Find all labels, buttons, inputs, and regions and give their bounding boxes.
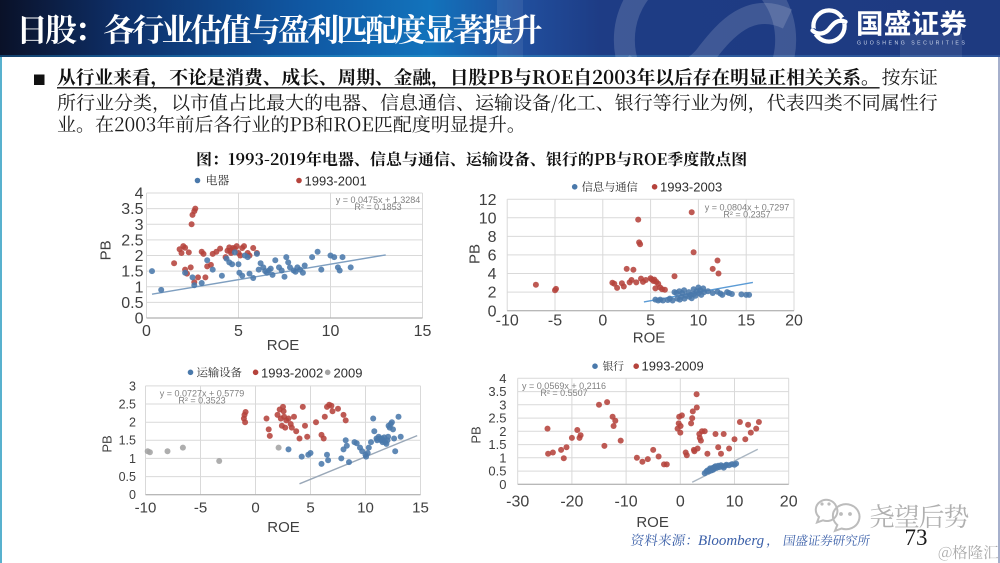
svg-text:5: 5 — [306, 500, 314, 517]
svg-text:10: 10 — [357, 500, 374, 517]
svg-text:R² = 0.2357: R² = 0.2357 — [723, 210, 770, 220]
svg-text:0: 0 — [129, 488, 136, 502]
svg-text:0: 0 — [499, 477, 506, 492]
svg-text:12: 12 — [479, 192, 497, 209]
svg-text:-20: -20 — [560, 494, 583, 511]
svg-text:2: 2 — [135, 248, 144, 265]
svg-text:20: 20 — [785, 313, 803, 330]
svg-text:-30: -30 — [506, 494, 529, 511]
svg-text:5: 5 — [234, 323, 243, 340]
svg-text:1993-2001: 1993-2001 — [305, 174, 367, 189]
svg-text:1993-2009: 1993-2009 — [642, 359, 704, 374]
svg-text:R² = 0.1853: R² = 0.1853 — [354, 202, 401, 212]
svg-text:1.5: 1.5 — [488, 437, 506, 452]
svg-text:0: 0 — [135, 311, 144, 328]
svg-text:3.5: 3.5 — [121, 201, 143, 218]
svg-text:15: 15 — [414, 323, 432, 340]
svg-text:3: 3 — [129, 379, 136, 393]
svg-text:3: 3 — [499, 397, 506, 412]
svg-text:-10: -10 — [135, 500, 157, 517]
svg-text:10: 10 — [690, 313, 708, 330]
svg-text:6: 6 — [488, 248, 497, 265]
svg-text:-10: -10 — [496, 313, 519, 330]
svg-text:0: 0 — [142, 323, 151, 340]
svg-text:y = 0.0727x + 0.5779: y = 0.0727x + 0.5779 — [160, 389, 245, 399]
svg-text:4: 4 — [488, 266, 497, 283]
svg-text:2: 2 — [129, 416, 136, 430]
svg-text:-10: -10 — [615, 494, 638, 511]
svg-text:GUOSHENG SECURITIES: GUOSHENG SECURITIES — [857, 41, 967, 47]
svg-text:4: 4 — [135, 186, 144, 203]
svg-text:ROE: ROE — [267, 337, 300, 354]
svg-text:PB: PB — [100, 435, 115, 452]
svg-text:0: 0 — [488, 303, 497, 320]
svg-text:0: 0 — [598, 313, 607, 330]
svg-text:R² = 0.5507: R² = 0.5507 — [540, 388, 587, 398]
svg-text:10: 10 — [726, 494, 744, 511]
svg-text:0: 0 — [676, 494, 685, 511]
svg-text:3: 3 — [135, 217, 144, 234]
svg-text:1.5: 1.5 — [119, 434, 136, 448]
svg-text:5: 5 — [646, 313, 655, 330]
svg-text:2: 2 — [499, 424, 506, 439]
svg-text:PB: PB — [469, 426, 484, 443]
svg-text:10: 10 — [479, 210, 497, 227]
svg-text:15: 15 — [412, 500, 429, 517]
svg-text:0.5: 0.5 — [119, 470, 136, 484]
svg-text:4: 4 — [499, 371, 506, 386]
svg-text:y = 0.0475x + 1.3284: y = 0.0475x + 1.3284 — [336, 195, 421, 205]
svg-text:2.5: 2.5 — [121, 233, 143, 250]
svg-text:PB: PB — [97, 240, 114, 260]
svg-text:15: 15 — [737, 313, 755, 330]
svg-text:0: 0 — [251, 500, 259, 517]
svg-text:1993-2002: 1993-2002 — [261, 366, 323, 381]
svg-text:1.5: 1.5 — [121, 264, 143, 281]
svg-text:-5: -5 — [194, 500, 207, 517]
svg-text:ROE: ROE — [267, 519, 300, 536]
svg-text:y = 0.0804x + 0.7297: y = 0.0804x + 0.7297 — [705, 203, 790, 213]
svg-text:1: 1 — [129, 452, 136, 466]
svg-text:ROE: ROE — [636, 514, 669, 531]
svg-text:PB: PB — [467, 244, 484, 264]
svg-text:10: 10 — [322, 323, 340, 340]
svg-text:2.5: 2.5 — [119, 397, 136, 411]
svg-text:ROE: ROE — [633, 330, 666, 347]
svg-text:2: 2 — [488, 285, 497, 302]
svg-text:1: 1 — [135, 279, 144, 296]
svg-text:3.5: 3.5 — [488, 384, 506, 399]
svg-text:1993-2003: 1993-2003 — [660, 180, 722, 195]
svg-text:R² = 0.3523: R² = 0.3523 — [178, 396, 225, 406]
svg-text:0.5: 0.5 — [121, 295, 143, 312]
svg-text:Bloomberg: Bloomberg — [698, 533, 765, 549]
svg-text:1: 1 — [499, 450, 506, 465]
svg-text:8: 8 — [488, 229, 497, 246]
svg-text:20: 20 — [780, 494, 798, 511]
svg-text:-5: -5 — [548, 313, 562, 330]
svg-text:2.5: 2.5 — [488, 411, 506, 426]
svg-text:73: 73 — [905, 525, 928, 550]
svg-text:0.5: 0.5 — [488, 464, 506, 479]
svg-text:2009: 2009 — [334, 366, 363, 381]
svg-text:y = 0.0569x + 0.2116: y = 0.0569x + 0.2116 — [522, 381, 606, 391]
